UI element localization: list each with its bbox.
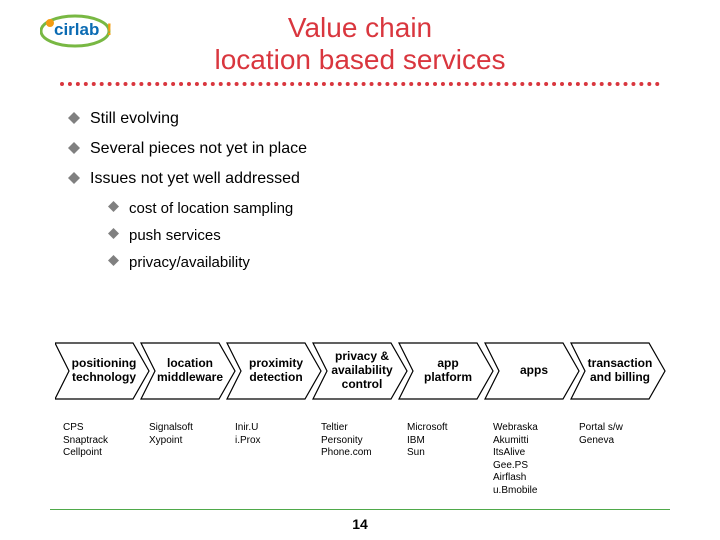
vendor-col: WebraskaAkumittiItsAlive Gee.PSAirflashu… [493, 422, 575, 497]
value-chain: positioningtechnology locationmiddleware… [55, 337, 675, 405]
footer-rule [50, 509, 670, 510]
title-underline [60, 82, 660, 86]
bullet-l1: Still evolving [68, 110, 720, 128]
bullet-list: Still evolving Several pieces not yet in… [68, 110, 720, 271]
vendor-col: TeltierPersonityPhone.com [321, 422, 403, 460]
bullet-l2: cost of location sampling [108, 200, 720, 217]
vendor-col: Portal s/wGeneva [579, 422, 669, 447]
diamond-icon [68, 172, 80, 184]
svg-text:!: ! [107, 20, 113, 39]
page-number: 14 [0, 516, 720, 532]
chain-node-label: locationmiddleware [149, 343, 231, 399]
diamond-icon [108, 228, 119, 239]
vendor-col: MicrosoftIBMSun [407, 422, 489, 460]
vendor-col: SignalsoftXypoint [149, 422, 231, 447]
bullet-text: cost of location sampling [129, 200, 293, 217]
vendor-col: Inir.Ui.Prox [235, 422, 317, 447]
chain-node-label: transactionand billing [579, 343, 661, 399]
bullet-l2: privacy/availability [108, 254, 720, 271]
svg-text:cirlab: cirlab [54, 20, 99, 39]
diamond-icon [108, 201, 119, 212]
bullet-text: push services [129, 227, 221, 244]
diamond-icon [68, 142, 80, 154]
bullet-text: Several pieces not yet in place [90, 140, 307, 158]
chain-node-label: proximitydetection [235, 343, 317, 399]
chain-node-label: appplatform [407, 343, 489, 399]
diamond-icon [68, 112, 80, 124]
bullet-l1: Issues not yet well addressed [68, 170, 720, 188]
bullet-l2: push services [108, 227, 720, 244]
bullet-l1: Several pieces not yet in place [68, 140, 720, 158]
chain-node-label: apps [493, 343, 575, 399]
vendor-col: CPSSnaptrackCellpoint [63, 422, 145, 460]
bullet-text: Issues not yet well addressed [90, 170, 300, 188]
chain-node-label: privacy &availabilitycontrol [321, 343, 403, 399]
bullet-text: privacy/availability [129, 254, 250, 271]
bullet-text: Still evolving [90, 110, 179, 128]
logo: cirlab ! [40, 10, 130, 50]
chain-node-label: positioningtechnology [63, 343, 145, 399]
diamond-icon [108, 255, 119, 266]
